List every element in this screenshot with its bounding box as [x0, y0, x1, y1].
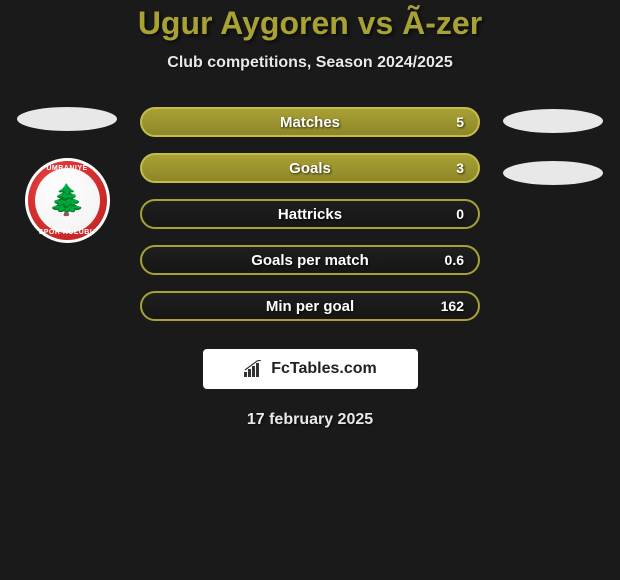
tree-icon: 🌲: [48, 186, 85, 216]
left-column: UMRANIYE 🌲 SPOR KULUBU: [12, 107, 122, 243]
stat-label: Hattricks: [278, 206, 342, 223]
infographic-container: Ugur Aygoren vs Ã-zer Club competitions,…: [0, 0, 620, 429]
stat-bar: Hattricks 0: [140, 199, 480, 229]
stats-column: Matches 5 Goals 3 Hattricks 0 Goals per match 0…: [140, 107, 480, 321]
stat-value: 0.6: [445, 252, 464, 268]
badge-text-bottom: SPOR KULUBU: [28, 229, 107, 236]
stat-bar: Matches 5: [140, 107, 480, 137]
stat-value: 3: [456, 160, 464, 176]
stat-value: 5: [456, 114, 464, 130]
stat-bar: Goals per match 0.6: [140, 245, 480, 275]
footer-date: 17 february 2025: [0, 411, 620, 429]
chart-icon: [243, 360, 265, 378]
badge-inner: 🌲: [35, 168, 100, 233]
player-ellipse-right-2: [503, 161, 603, 185]
footer-brand-text: FcTables.com: [271, 360, 377, 378]
page-subtitle: Club competitions, Season 2024/2025: [0, 54, 620, 72]
stat-label: Goals: [289, 160, 331, 177]
footer-logo: FcTables.com: [203, 349, 418, 389]
stat-value: 162: [441, 298, 464, 314]
stat-bar: Min per goal 162: [140, 291, 480, 321]
player-ellipse-left: [17, 107, 117, 131]
right-column: [498, 107, 608, 197]
content-row: UMRANIYE 🌲 SPOR KULUBU Matches 5 Goals 3 Hat…: [0, 107, 620, 321]
stat-label: Min per goal: [266, 298, 354, 315]
stat-bar: Goals 3: [140, 153, 480, 183]
player-ellipse-right-1: [503, 109, 603, 133]
stat-label: Goals per match: [251, 252, 369, 269]
stat-value: 0: [456, 206, 464, 222]
club-badge: UMRANIYE 🌲 SPOR KULUBU: [25, 158, 110, 243]
stat-label: Matches: [280, 114, 340, 131]
page-title: Ugur Aygoren vs Ã-zer: [0, 5, 620, 42]
